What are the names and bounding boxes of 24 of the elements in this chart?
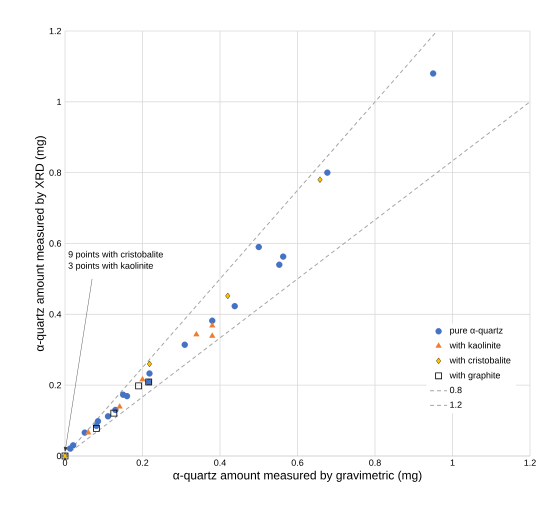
legend-label: with kaolinite [450,342,501,349]
y-tick-label: 0.8 [49,169,62,176]
annotation: 3 points with kaolinite [68,262,153,271]
x-tick-label: 1 [450,460,455,466]
y-tick-label: 0 [56,452,62,460]
x-tick-label: 0 [62,460,68,466]
x-tick-label: 0.2 [136,460,148,466]
y-tick-label: 0.4 [49,311,62,318]
legend-label: 1.2 [450,402,462,408]
legend-label: pure α-quartz [450,328,503,336]
x-tick-label: 0.6 [292,460,304,466]
x-tick-label: 1.2 [524,460,536,466]
legend-label: with cristobalite [450,356,510,364]
x-axis-title: α-quartz amount measured by gravimetric (mg) [173,470,422,482]
x-tick-label: 0.4 [214,460,226,466]
y-tick-label: 1 [57,98,62,105]
y-tick-label: 0.2 [49,382,62,388]
x-tick-label: 0.8 [369,460,381,466]
legend-label: 0.8 [450,386,462,394]
y-axis-title: α-quartz amount measured by XRD (mg) [35,136,46,352]
annotation: 9 points with cristobalite [68,250,163,260]
legend-label: with graphite [450,372,500,380]
y-tick-label: 0.6 [49,240,62,247]
y-tick-label: 1.2 [50,28,62,34]
